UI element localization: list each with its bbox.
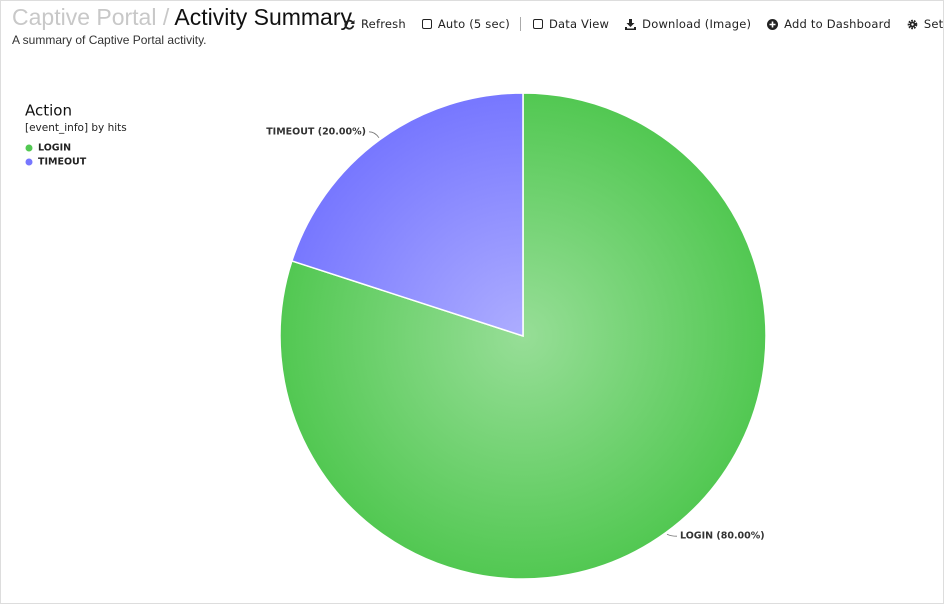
description: A summary of Captive Portal activity. — [12, 33, 207, 47]
label-connector — [666, 533, 678, 537]
toolbar: Refresh Auto (5 sec) Data View Download … — [344, 17, 944, 31]
legend-subtitle: [event_info] by hits — [25, 122, 127, 134]
download-button[interactable]: Download (Image) — [625, 17, 751, 31]
legend-swatch — [25, 144, 33, 152]
checkbox-icon — [421, 19, 432, 29]
label-connector — [368, 131, 380, 139]
settings-icon — [907, 19, 918, 29]
legend-title: Action — [25, 102, 72, 120]
page-title: Activity Summary — [174, 4, 353, 30]
add-icon — [767, 18, 779, 30]
legend-swatch — [25, 158, 33, 166]
breadcrumb[interactable]: Captive Portal — [12, 4, 157, 30]
breadcrumb-separator: / — [162, 4, 170, 30]
header: Captive Portal / Activity Summary — [12, 4, 352, 31]
refresh-label: Refresh — [361, 17, 406, 31]
refresh-icon — [344, 19, 355, 30]
add-dashboard-label: Add to Dashboard — [784, 17, 891, 31]
pie-slice — [279, 92, 767, 580]
data-label: LOGIN (80.00%) — [680, 531, 765, 542]
settings-label: Settings — [923, 17, 944, 31]
legend-label: TIMEOUT — [38, 157, 87, 168]
data-view-label: Data View — [548, 17, 610, 31]
auto-checkbox[interactable]: Auto (5 sec) — [421, 17, 510, 31]
download-icon — [625, 18, 637, 30]
add-dashboard-button[interactable]: Add to Dashboard — [767, 17, 891, 31]
checkbox-icon — [532, 19, 543, 29]
settings-button[interactable]: Settings — [907, 17, 944, 31]
data-view-checkbox[interactable]: Data View — [532, 17, 610, 31]
download-label: Download (Image) — [642, 17, 752, 31]
data-label: TIMEOUT (20.00%) — [266, 126, 366, 137]
divider — [519, 17, 521, 31]
refresh-button[interactable]: Refresh — [344, 17, 406, 31]
pie-slice — [290, 92, 524, 338]
legend-label: LOGIN — [38, 143, 71, 154]
auto-label: Auto (5 sec) — [437, 17, 510, 31]
